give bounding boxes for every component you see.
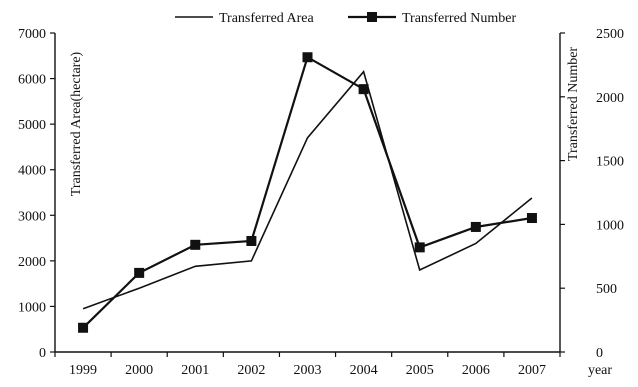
right-tick-label: 1000 xyxy=(596,218,624,233)
x-tick-label: 1999 xyxy=(69,363,97,378)
x-tick-label: 2002 xyxy=(237,363,265,378)
left-tick-label: 7000 xyxy=(18,27,46,42)
legend-label: Transferred Area xyxy=(219,11,315,26)
left-tick-label: 5000 xyxy=(18,118,46,133)
legend-label: Transferred Number xyxy=(402,11,517,26)
right-axis-title: Transferred Number xyxy=(566,47,581,162)
left-tick-label: 0 xyxy=(39,346,46,361)
right-tick-label: 0 xyxy=(596,346,603,361)
left-tick-label: 2000 xyxy=(18,255,46,270)
left-tick-label: 3000 xyxy=(18,209,46,224)
transferred-number-point xyxy=(246,235,257,246)
x-tick-label: 2005 xyxy=(406,363,434,378)
right-tick-label: 1500 xyxy=(596,155,624,170)
transferred-number-point xyxy=(414,242,425,253)
series-layer xyxy=(78,52,537,333)
legend-square-marker xyxy=(367,12,377,22)
transferred-number-point xyxy=(358,84,369,95)
x-tick-label: 2003 xyxy=(294,363,322,378)
right-tick-label: 2000 xyxy=(596,91,624,106)
x-tick-label: 2006 xyxy=(462,363,490,378)
transferred-number-point xyxy=(470,221,481,232)
transferred-number-point xyxy=(302,52,313,63)
x-tick-label: 2000 xyxy=(125,363,153,378)
transferred-number-point xyxy=(78,322,89,333)
x-axis-title: year xyxy=(588,363,612,378)
transferred-number-point xyxy=(190,239,201,250)
x-tick-label: 2001 xyxy=(181,363,209,378)
x-tick-label: 2004 xyxy=(350,363,378,378)
transferred-number-point xyxy=(526,213,537,224)
right-tick-label: 500 xyxy=(596,282,617,297)
left-tick-label: 6000 xyxy=(18,73,46,88)
transferred-number-line xyxy=(82,55,533,329)
right-tick-label: 2500 xyxy=(596,27,624,42)
transferred-area-line xyxy=(82,70,533,310)
transferred-number-point xyxy=(134,267,145,278)
x-tick-label: 2007 xyxy=(518,363,546,378)
left-tick-label: 1000 xyxy=(18,300,46,315)
legend: Transferred Area Transferred Number xyxy=(175,11,517,26)
left-axis-title: Transferred Area(hectare) xyxy=(69,51,84,196)
axes-layer: 0 1000 2000 3000 4000 5000 6000 7000 0 500 1000 150… xyxy=(18,27,624,378)
left-tick-label: 4000 xyxy=(18,164,46,179)
